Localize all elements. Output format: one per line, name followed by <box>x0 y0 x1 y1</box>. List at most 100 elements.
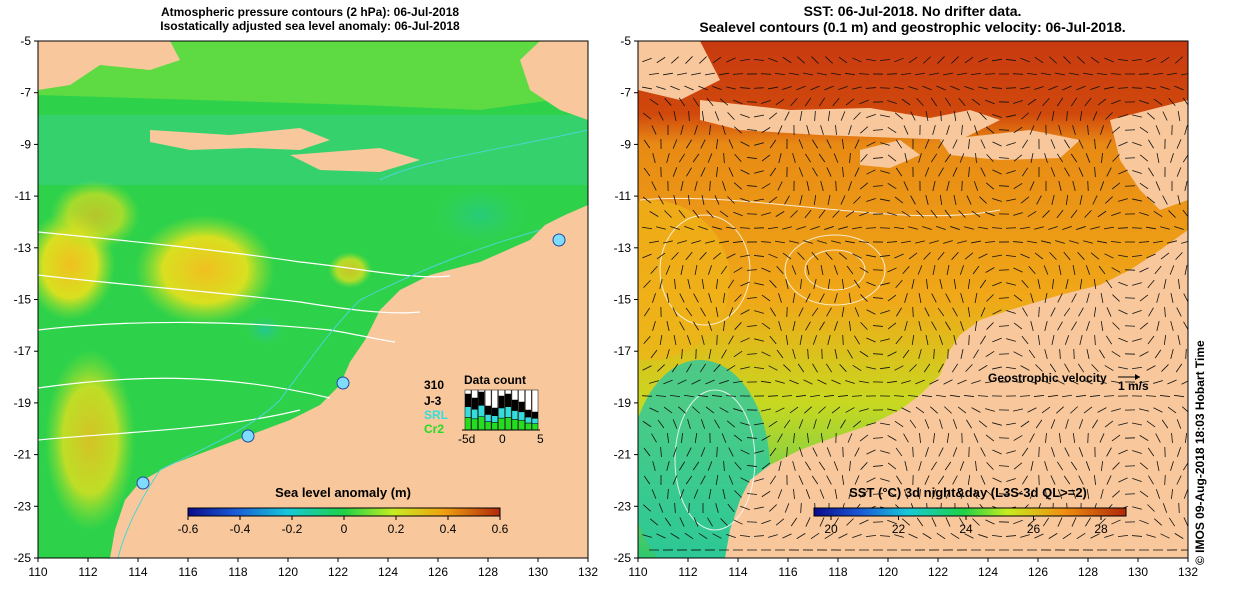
velocity-vector <box>819 489 825 499</box>
right-colorbar-tick-label: 24 <box>959 522 973 536</box>
left-colorbar-tick-label: 0.6 <box>492 522 509 536</box>
velocity-vector <box>1090 252 1100 260</box>
velocity-vector <box>872 325 884 327</box>
velocity-vector <box>642 253 652 259</box>
velocity-vector <box>963 395 975 397</box>
velocity-vector <box>1027 98 1037 106</box>
velocity-vector <box>1050 139 1056 149</box>
data-count-bar <box>471 418 478 431</box>
velocity-vector <box>740 337 750 343</box>
velocity-vector <box>820 432 824 444</box>
velocity-vector <box>831 72 841 76</box>
velocity-vector <box>740 141 750 147</box>
velocity-vector <box>1063 251 1071 261</box>
velocity-vector <box>842 166 844 178</box>
velocity-vector <box>1132 310 1142 314</box>
velocity-vector <box>677 240 687 244</box>
velocity-vector <box>1085 517 1091 527</box>
velocity-vector <box>761 435 771 441</box>
velocity-vector <box>746 185 758 187</box>
velocity-vector <box>1070 209 1078 219</box>
left-ytick-label: -15 <box>14 293 32 307</box>
velocity-vector <box>1160 252 1170 260</box>
velocity-vector <box>1132 114 1142 118</box>
velocity-vector <box>946 432 950 444</box>
velocity-vector <box>1037 334 1041 346</box>
data-count-value: 310 <box>424 378 444 392</box>
velocity-vector <box>1178 278 1180 290</box>
velocity-vector <box>768 420 778 428</box>
velocity-vector <box>938 447 944 457</box>
velocity-vector <box>1100 125 1104 135</box>
velocity-vector <box>820 265 824 275</box>
velocity-vector <box>944 461 952 471</box>
velocity-vector <box>1056 406 1064 414</box>
velocity-vector <box>740 309 750 315</box>
velocity-vector <box>1159 395 1171 397</box>
velocity-vector <box>799 447 803 457</box>
right-map-title: SST: 06-Jul-2018. No drifter data. Seale… <box>640 3 1185 35</box>
velocity-vector <box>1176 307 1182 317</box>
velocity-vector <box>691 379 701 385</box>
velocity-vector <box>985 408 995 412</box>
data-count-bar-empty <box>511 389 519 401</box>
velocity-vector <box>971 240 981 244</box>
velocity-vector <box>804 209 812 219</box>
velocity-vector <box>1111 350 1121 358</box>
velocity-vector <box>692 461 700 471</box>
right-ytick-label: -11 <box>615 189 632 203</box>
velocity-vector <box>1028 265 1036 275</box>
velocity-vector <box>895 335 903 345</box>
velocity-vector <box>1152 72 1164 76</box>
velocity-vector <box>859 211 869 217</box>
velocity-vector <box>1069 72 1079 76</box>
velocity-vector <box>894 57 904 63</box>
velocity-vector <box>775 380 785 384</box>
velocity-vector <box>663 240 673 244</box>
velocity-vector <box>1063 56 1071 64</box>
velocity-vector <box>1059 348 1061 360</box>
velocity-vector <box>1077 252 1085 260</box>
velocity-vector <box>1076 85 1086 91</box>
data-count-title: Data count <box>464 373 526 387</box>
velocity-vector <box>985 434 995 442</box>
right-ytick-label: -25 <box>614 551 632 565</box>
velocity-vector <box>1099 349 1105 359</box>
velocity-vector <box>921 394 933 398</box>
velocity-vector <box>1138 73 1150 75</box>
velocity-vector <box>929 379 939 385</box>
velocity-vector <box>895 280 903 288</box>
velocity-vector <box>840 111 846 121</box>
velocity-vector <box>698 85 708 91</box>
left-ytick-label: -5 <box>20 34 31 48</box>
data-count-bar <box>464 417 472 431</box>
velocity-vector <box>1163 279 1167 289</box>
velocity-vector <box>930 97 938 107</box>
velocity-vector <box>1146 86 1156 90</box>
velocity-vector <box>677 406 687 414</box>
velocity-vector <box>732 241 744 243</box>
velocity-vector <box>1029 181 1035 191</box>
velocity-vector <box>958 210 966 218</box>
velocity-vector <box>998 157 1010 159</box>
velocity-vector <box>1132 450 1142 454</box>
velocity-vector <box>813 419 817 429</box>
velocity-vector <box>1100 489 1104 499</box>
velocity-vector <box>1033 395 1045 397</box>
velocity-vector <box>944 406 952 414</box>
velocity-vector <box>973 433 979 443</box>
velocity-vector <box>959 265 965 275</box>
velocity-vector <box>848 320 852 332</box>
velocity-vector <box>1155 489 1161 499</box>
velocity-vector <box>768 365 778 371</box>
velocity-vector <box>726 534 736 538</box>
right-colorbar-tick-label: 20 <box>824 522 838 536</box>
velocity-vector <box>722 489 726 499</box>
velocity-vector <box>733 267 743 273</box>
velocity-vector <box>841 307 845 317</box>
velocity-vector <box>733 350 743 358</box>
velocity-vector <box>1070 406 1078 414</box>
velocity-vector <box>1145 395 1157 397</box>
velocity-vector <box>1131 366 1143 370</box>
velocity-label: Geostrophic velocity <box>988 371 1107 385</box>
